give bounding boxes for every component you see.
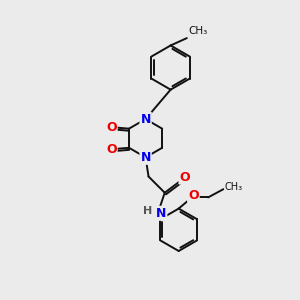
Text: N: N: [140, 151, 151, 164]
Text: CH₃: CH₃: [225, 182, 243, 192]
Text: CH₃: CH₃: [188, 26, 208, 36]
Text: H: H: [143, 206, 152, 216]
Text: N: N: [156, 207, 166, 220]
Text: O: O: [106, 143, 117, 156]
Text: O: O: [106, 121, 117, 134]
Text: O: O: [188, 189, 199, 202]
Text: O: O: [179, 171, 190, 184]
Text: N: N: [140, 112, 151, 126]
